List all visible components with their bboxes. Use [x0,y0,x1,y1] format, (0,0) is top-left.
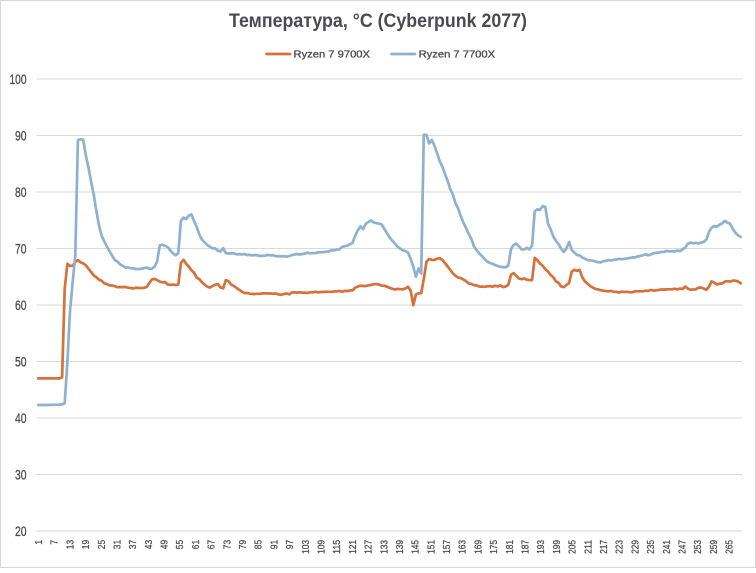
svg-text:85: 85 [254,540,265,550]
svg-text:49: 49 [160,540,171,550]
svg-text:55: 55 [175,540,186,550]
svg-text:79: 79 [238,540,249,550]
svg-text:70: 70 [15,241,27,257]
svg-text:223: 223 [615,540,626,554]
svg-text:Температура, °C (Cyberpunk 207: Температура, °C (Cyberpunk 2077) [229,11,527,32]
svg-text:13: 13 [65,540,76,550]
svg-text:19: 19 [81,540,92,550]
svg-text:91: 91 [269,540,280,550]
svg-text:Ryzen 7 9700X: Ryzen 7 9700X [294,49,371,61]
svg-text:50: 50 [15,354,27,370]
svg-text:157: 157 [442,540,453,554]
svg-text:211: 211 [583,540,594,554]
svg-text:151: 151 [426,540,437,554]
svg-text:67: 67 [207,540,218,550]
svg-text:139: 139 [395,540,406,554]
svg-text:30: 30 [15,467,27,483]
svg-text:25: 25 [97,540,108,550]
svg-text:61: 61 [191,540,202,550]
svg-text:Ryzen 7 7700X: Ryzen 7 7700X [419,49,496,61]
svg-text:259: 259 [709,540,720,554]
svg-text:241: 241 [662,540,673,554]
svg-text:115: 115 [332,540,343,554]
svg-text:90: 90 [15,128,27,144]
svg-text:145: 145 [411,540,422,554]
svg-text:97: 97 [285,540,296,550]
svg-text:20: 20 [15,523,27,539]
svg-text:127: 127 [364,540,375,554]
svg-text:253: 253 [693,540,704,554]
svg-text:60: 60 [15,297,27,313]
svg-text:37: 37 [128,540,139,550]
svg-text:31: 31 [113,540,124,550]
svg-text:217: 217 [599,540,610,554]
svg-text:73: 73 [222,540,233,550]
svg-text:43: 43 [144,540,155,550]
svg-text:235: 235 [646,540,657,554]
svg-text:193: 193 [536,540,547,554]
svg-text:1: 1 [34,540,45,545]
svg-text:7: 7 [50,540,61,545]
svg-text:169: 169 [473,540,484,554]
svg-text:103: 103 [301,540,312,554]
svg-text:133: 133 [379,540,390,554]
svg-text:187: 187 [521,540,532,554]
svg-text:40: 40 [15,410,27,426]
svg-text:175: 175 [489,540,500,554]
svg-text:229: 229 [630,540,641,554]
svg-text:109: 109 [317,540,328,554]
svg-text:205: 205 [568,540,579,554]
svg-text:181: 181 [505,540,516,554]
svg-text:80: 80 [15,184,27,200]
svg-text:199: 199 [552,540,563,554]
svg-text:247: 247 [678,540,689,554]
svg-text:163: 163 [458,540,469,554]
svg-text:265: 265 [725,540,736,554]
svg-text:121: 121 [348,540,359,554]
svg-text:100: 100 [10,71,27,87]
